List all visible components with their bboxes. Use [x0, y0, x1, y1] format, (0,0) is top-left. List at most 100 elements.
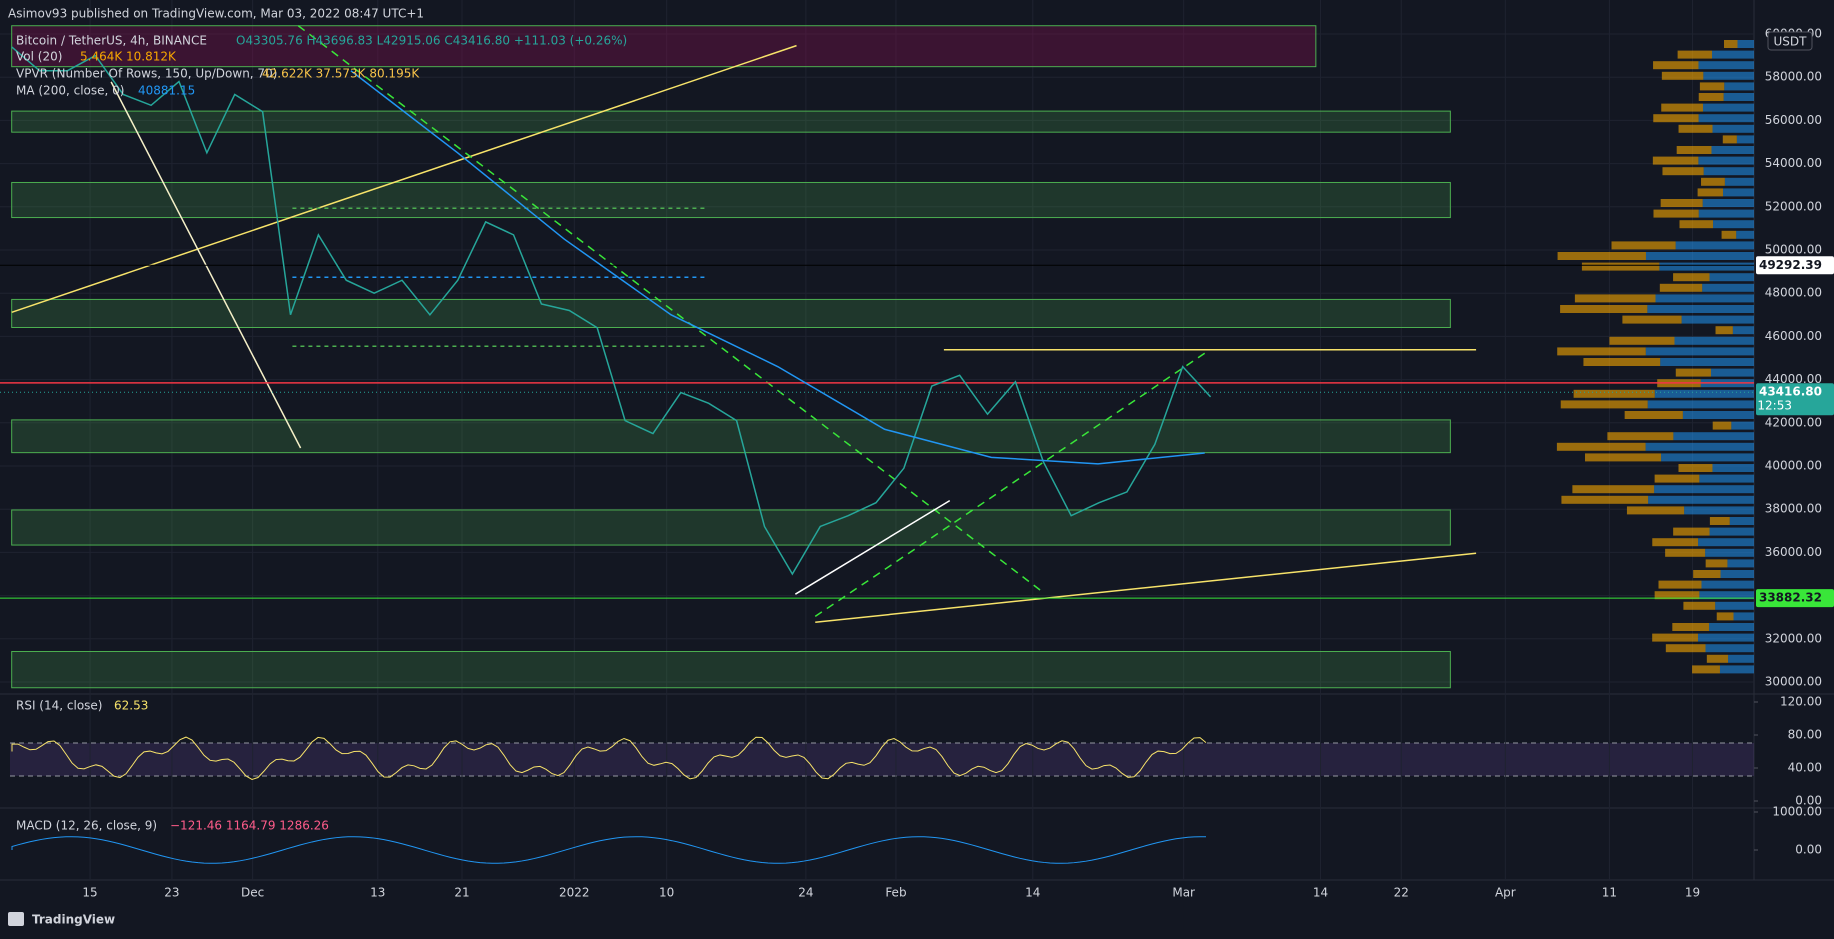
volume-profile-down: [1653, 209, 1699, 218]
tv-logo: [8, 912, 24, 926]
volume-profile-down: [1556, 442, 1646, 451]
volume-profile-down: [1652, 538, 1699, 547]
volume-profile-up: [1728, 654, 1754, 663]
volume-profile-up: [1709, 527, 1754, 536]
volume-profile-down: [1697, 188, 1723, 197]
volume-profile-down: [1672, 623, 1710, 631]
volume-profile-up: [1713, 220, 1754, 229]
volume-profile-down: [1699, 82, 1725, 91]
volume-profile-down: [1585, 453, 1662, 462]
volume-profile-up: [1733, 612, 1754, 621]
volume-profile-down: [1692, 665, 1720, 674]
volume-profile-up: [1736, 230, 1754, 239]
volume-profile-down: [1659, 283, 1703, 292]
volume-profile-down: [1626, 506, 1685, 515]
volume-profile-up: [1703, 71, 1754, 80]
volume-profile-down: [1676, 146, 1712, 154]
x-tick-label: 21: [454, 886, 469, 900]
volume-profile-down: [1661, 71, 1704, 80]
volume-profile-up: [1673, 432, 1754, 441]
volume-profile-up: [1711, 50, 1754, 59]
volume-profile-down: [1706, 654, 1729, 663]
volume-profile-down: [1653, 61, 1699, 70]
legend-rsi-value: 62.53: [114, 699, 148, 713]
y-tick-label: 42000.00: [1765, 415, 1822, 429]
volume-profile-down: [1654, 591, 1700, 600]
rsi-tick-label: 0.00: [1795, 794, 1822, 808]
volume-profile-down: [1698, 93, 1724, 101]
volume-profile-up: [1698, 156, 1754, 165]
trend-line: [794, 499, 951, 595]
volume-profile-up: [1645, 347, 1754, 356]
layers: 60000.0058000.0056000.0054000.0052000.00…: [0, 0, 1834, 900]
legend-macd: MACD (12, 26, close, 9): [16, 819, 157, 833]
volume-profile-down: [1662, 167, 1704, 176]
y-tick-label: 36000.00: [1765, 545, 1822, 559]
volume-profile-up: [1724, 177, 1754, 186]
y-tick-label: 52000.00: [1765, 199, 1822, 213]
volume-profile-down: [1673, 273, 1710, 282]
price-tag-label: 33882.32: [1759, 591, 1822, 605]
volume-profile-down: [1611, 241, 1676, 250]
volume-profile-down: [1561, 495, 1649, 504]
y-tick-label: 32000.00: [1765, 631, 1822, 645]
rsi-trace: [11, 736, 1207, 781]
volume-profile-down: [1607, 432, 1674, 441]
rsi-tick-label: 80.00: [1788, 728, 1822, 742]
volume-profile-up: [1655, 294, 1754, 303]
volume-profile-down: [1653, 114, 1699, 123]
legend-ma-value: 40881.15: [138, 84, 195, 98]
volume-profile-down: [1693, 570, 1721, 578]
volume-profile-down: [1654, 474, 1700, 483]
volume-profile-up: [1715, 601, 1754, 610]
rsi-tick-label: 120.00: [1780, 695, 1822, 709]
volume-profile-up: [1709, 623, 1754, 631]
price-tag: [1756, 589, 1834, 608]
support-zone: [11, 181, 1451, 219]
volume-profile-down: [1658, 580, 1702, 589]
volume-profile-up: [1698, 114, 1754, 123]
legend-volume: Vol (20): [16, 50, 62, 64]
volume-profile-down: [1572, 485, 1655, 494]
trend-line: [815, 552, 1477, 623]
x-tick-label: 22: [1394, 886, 1409, 900]
volume-profile-down: [1705, 559, 1728, 568]
x-tick-label: Apr: [1495, 886, 1516, 900]
ma-line: [350, 70, 1205, 465]
volume-profile-down: [1573, 389, 1655, 398]
trend-line: [297, 25, 1042, 592]
volume-profile-up: [1660, 358, 1754, 366]
volume-profile-up: [1736, 135, 1754, 144]
footer-brand: TradingView: [32, 913, 115, 927]
volume-profile-down: [1715, 326, 1733, 335]
volume-profile-down: [1557, 252, 1646, 260]
legend-macd-values: −121.46 1164.79 1286.26: [170, 819, 329, 833]
volume-profile-up: [1647, 305, 1754, 313]
x-tick-label: 11: [1602, 886, 1617, 900]
y-tick-label: 38000.00: [1765, 502, 1822, 516]
volume-profile-up: [1697, 633, 1754, 642]
macd-tick-label: 0.00: [1795, 843, 1822, 857]
y-tick-label: 46000.00: [1765, 329, 1822, 343]
currency-badge[interactable]: [1767, 31, 1813, 51]
legend-rsi: RSI (14, close): [16, 699, 102, 713]
volume-profile-down: [1665, 548, 1706, 557]
volume-profile-up: [1702, 103, 1754, 112]
price-tag: [1756, 256, 1834, 275]
volume-profile-down: [1673, 527, 1710, 536]
x-tick-label: Dec: [241, 886, 264, 900]
volume-profile-down: [1677, 50, 1712, 59]
volume-profile-down: [1624, 411, 1683, 419]
volume-profile-up: [1732, 326, 1754, 335]
volume-profile-up: [1723, 93, 1754, 101]
volume-profile-up: [1648, 495, 1754, 504]
volume-profile-down: [1675, 368, 1711, 377]
x-tick-label: 19: [1685, 886, 1700, 900]
support-zone: [11, 110, 1451, 133]
volume-profile-up: [1654, 389, 1754, 398]
x-tick-label: 13: [370, 886, 385, 900]
legend-ma: MA (200, close, 0): [16, 84, 124, 98]
volume-profile-down: [1609, 336, 1675, 345]
